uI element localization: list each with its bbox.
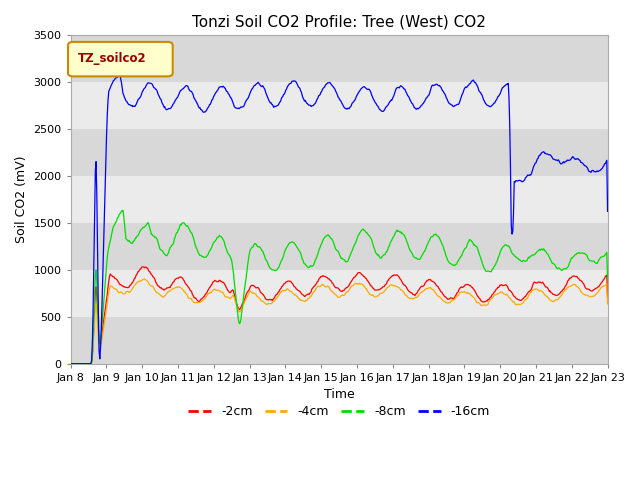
Bar <box>70 176 607 223</box>
Bar <box>70 270 607 317</box>
Bar <box>70 129 607 176</box>
Bar <box>70 36 607 82</box>
Legend: -2cm, -4cm, -8cm, -16cm: -2cm, -4cm, -8cm, -16cm <box>184 400 495 423</box>
Title: Tonzi Soil CO2 Profile: Tree (West) CO2: Tonzi Soil CO2 Profile: Tree (West) CO2 <box>192 15 486 30</box>
FancyBboxPatch shape <box>68 42 173 76</box>
Bar <box>70 317 607 364</box>
Bar <box>70 82 607 129</box>
Bar <box>70 223 607 270</box>
X-axis label: Time: Time <box>324 388 355 401</box>
Y-axis label: Soil CO2 (mV): Soil CO2 (mV) <box>15 156 28 243</box>
Text: TZ_soilco2: TZ_soilco2 <box>77 52 147 65</box>
